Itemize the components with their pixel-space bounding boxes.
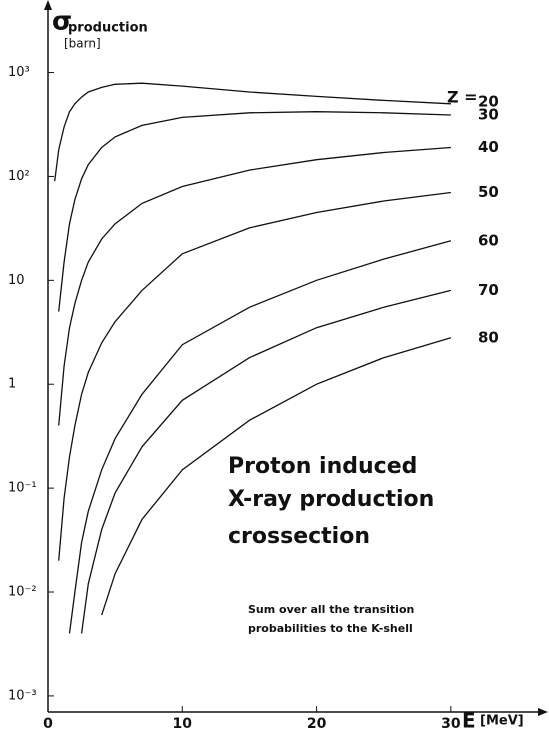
annotation: crossection bbox=[228, 524, 370, 549]
curve bbox=[68, 240, 452, 634]
curve bbox=[80, 289, 452, 634]
curve bbox=[58, 191, 451, 561]
series-label: 20 bbox=[478, 92, 499, 110]
legend-title: Z = bbox=[447, 88, 478, 107]
x-label: E bbox=[462, 709, 476, 732]
y-tick-label: 10³ bbox=[8, 65, 30, 80]
x-tick-label: 30 bbox=[441, 716, 461, 732]
y-label-symbol: σ bbox=[52, 7, 72, 37]
x-label-unit: [MeV] bbox=[480, 714, 524, 729]
y-tick-label: 10² bbox=[8, 169, 30, 184]
series-label: 80 bbox=[478, 328, 499, 346]
y-tick-label: 10⁻³ bbox=[8, 688, 37, 703]
y-tick-label: 10⁻¹ bbox=[8, 481, 37, 496]
annotation: X-ray production bbox=[228, 487, 434, 512]
y-axis-arrow bbox=[44, 0, 52, 10]
note: Sum over all the transition bbox=[248, 603, 414, 616]
x-tick-label: 10 bbox=[173, 716, 193, 732]
x-axis-arrow bbox=[538, 708, 548, 716]
x-tick-label: 20 bbox=[307, 716, 327, 732]
curve bbox=[54, 82, 451, 182]
x-tick-label: 0 bbox=[43, 716, 53, 732]
series-label: 70 bbox=[478, 281, 499, 299]
series-label: 50 bbox=[478, 183, 499, 201]
curve bbox=[58, 111, 451, 312]
y-label-sub: production bbox=[68, 21, 148, 36]
y-tick-label: 1 bbox=[8, 377, 16, 392]
y-tick-label: 10⁻² bbox=[8, 585, 37, 600]
curve bbox=[58, 146, 451, 426]
annotation: Proton induced bbox=[228, 454, 417, 479]
y-tick-label: 10 bbox=[8, 273, 25, 288]
note: probabilities to the K-shell bbox=[248, 622, 413, 635]
y-label-unit: [barn] bbox=[64, 37, 101, 51]
curve bbox=[101, 337, 452, 616]
series-label: 30 bbox=[478, 106, 499, 124]
series-label: 40 bbox=[478, 138, 499, 156]
series-label: 60 bbox=[478, 231, 499, 249]
